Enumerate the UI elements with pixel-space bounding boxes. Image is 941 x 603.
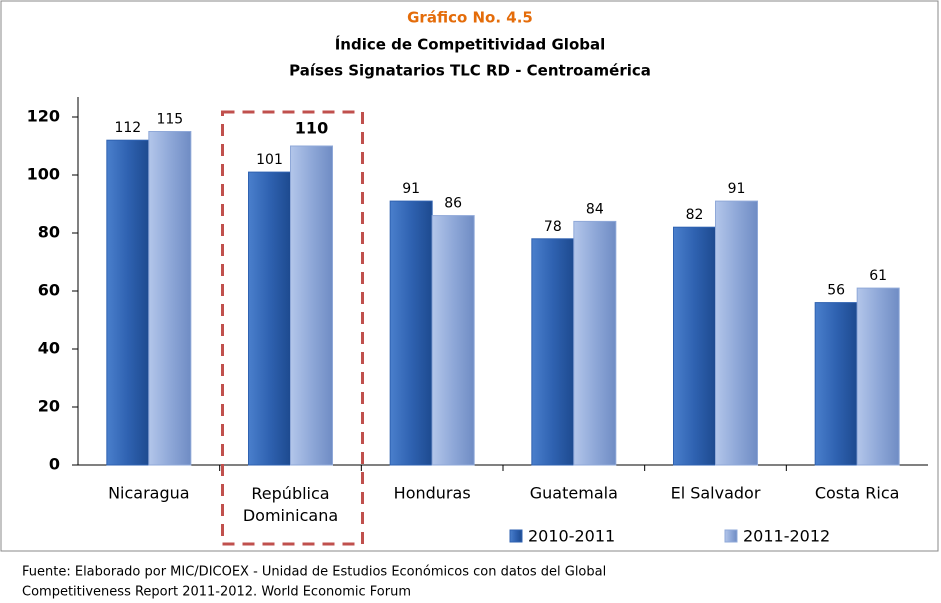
legend-label: 2011-2012 — [743, 527, 830, 546]
bar — [290, 145, 333, 466]
source-note: Competitiveness Report 2011-2012. World … — [22, 585, 411, 600]
bar — [106, 139, 150, 466]
value-label: 91 — [728, 181, 746, 197]
legend-swatch — [509, 529, 523, 543]
y-tick-label: 60 — [38, 281, 60, 300]
y-tick-label: 20 — [38, 397, 60, 416]
bar — [715, 200, 758, 466]
y-tick-label: 80 — [38, 223, 60, 242]
y-tick-label: 40 — [38, 339, 60, 358]
chart-frame — [0, 0, 939, 552]
value-label: 61 — [869, 268, 887, 284]
bar — [431, 215, 475, 466]
value-label: 91 — [402, 181, 420, 197]
value-label: 56 — [827, 283, 845, 299]
x-tick-label: Nicaragua — [108, 484, 190, 503]
value-label: 101 — [256, 152, 283, 168]
x-tick-label: Guatemala — [530, 484, 618, 503]
value-label: 110 — [295, 119, 328, 138]
chart-subtitle: Índice de Competitividad Global — [335, 35, 606, 54]
bar — [148, 131, 192, 466]
value-label: 78 — [544, 219, 562, 235]
y-tick-label: 120 — [27, 107, 60, 126]
x-tick-label: El Salvador — [671, 484, 761, 503]
x-tick-label: Costa Rica — [815, 484, 900, 503]
highlight-box — [221, 110, 364, 546]
source-note: Fuente: Elaborado por MIC/DICOEX - Unida… — [22, 565, 606, 580]
legend-label: 2010-2011 — [528, 527, 615, 546]
y-tick-label: 100 — [27, 165, 60, 184]
chart-title: Gráfico No. 4.5 — [407, 9, 533, 27]
bar — [814, 302, 858, 466]
bar — [531, 238, 575, 466]
value-label: 82 — [686, 207, 704, 223]
value-label: 115 — [156, 112, 183, 128]
bar — [248, 171, 291, 466]
bar — [389, 200, 433, 466]
x-tick-label-line: Dominicana — [243, 506, 338, 525]
x-tick-label: Honduras — [394, 484, 471, 503]
bar — [573, 220, 617, 466]
x-tick-label-line: República — [251, 484, 329, 503]
chart-subtitle: Países Signatarios TLC RD - Centroaméric… — [289, 62, 651, 80]
bar — [856, 287, 900, 466]
value-label: 86 — [444, 196, 462, 212]
legend-swatch — [724, 529, 738, 543]
value-label: 84 — [586, 201, 604, 217]
x-tick-label: República Dominicana — [243, 484, 338, 525]
value-label: 112 — [114, 120, 141, 136]
y-tick-label: 0 — [49, 455, 60, 474]
bar — [673, 226, 716, 466]
